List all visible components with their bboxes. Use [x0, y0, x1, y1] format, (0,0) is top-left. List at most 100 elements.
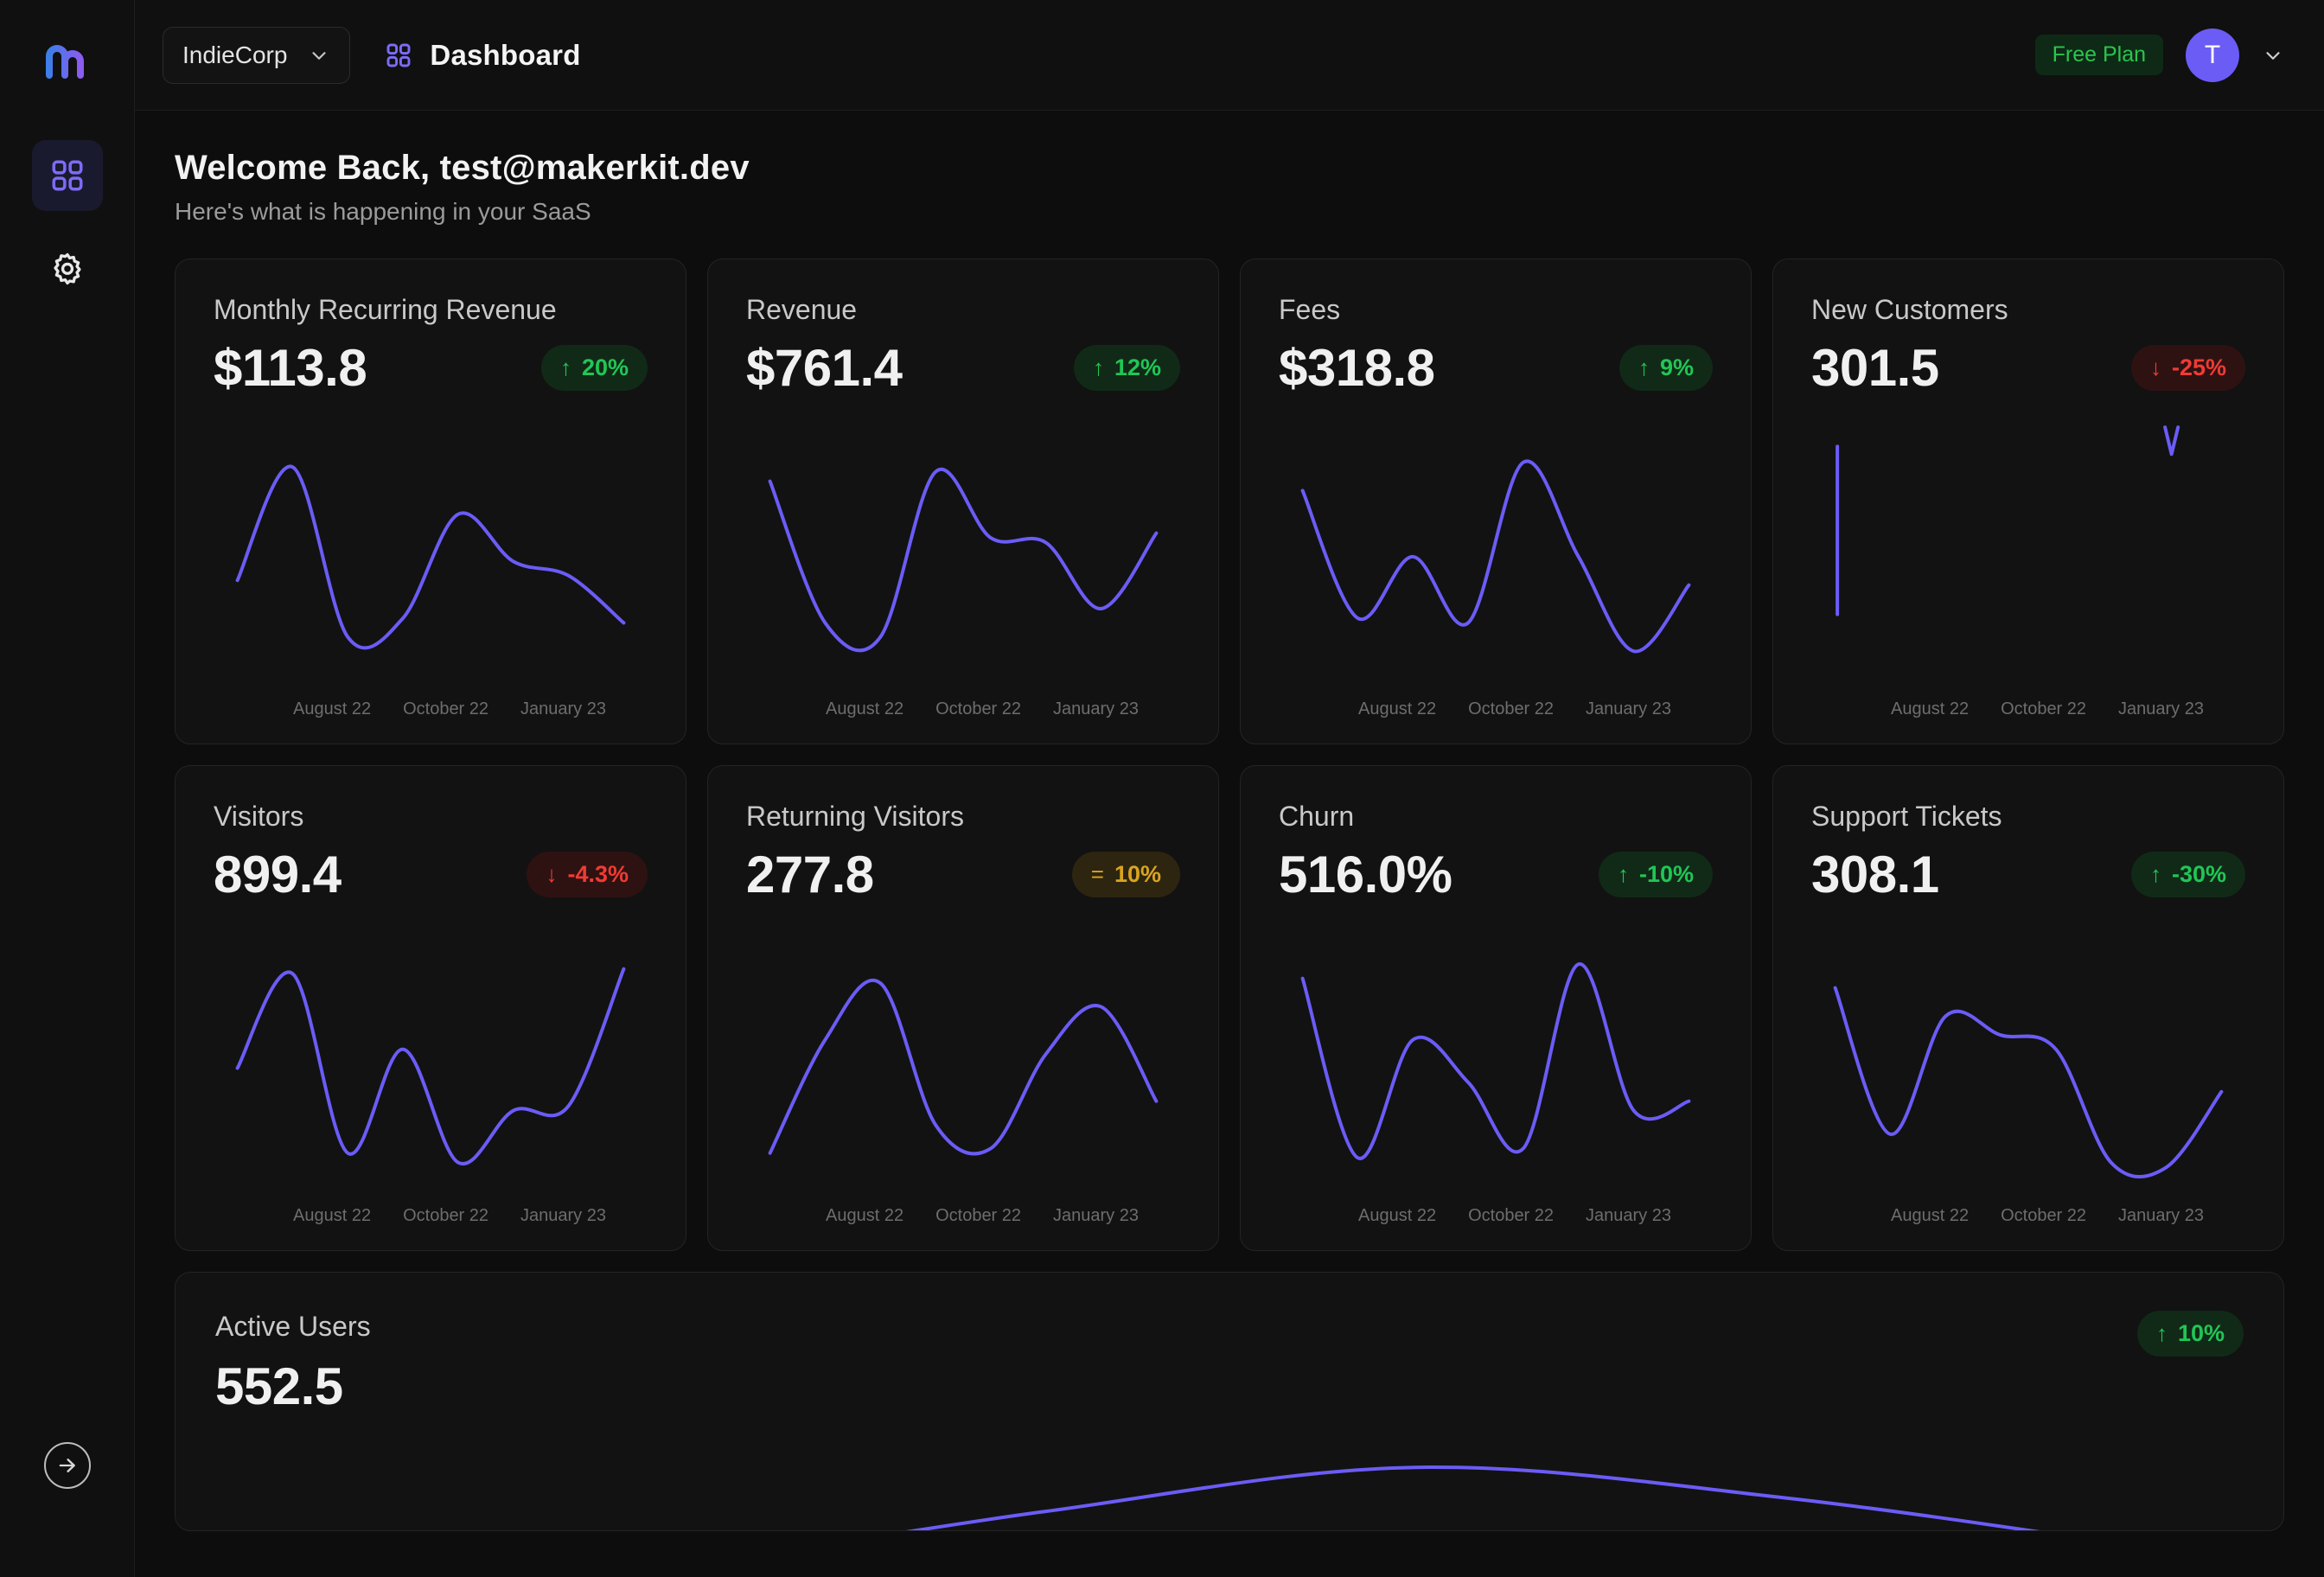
sparkline-chart	[1279, 915, 1713, 1203]
gear-icon	[53, 252, 81, 285]
sparkline-chart	[746, 408, 1180, 696]
organization-name: IndieCorp	[182, 41, 288, 68]
arrow-right-icon	[59, 1459, 75, 1472]
trend-value: -10%	[1638, 861, 1694, 887]
card-title: Monthly Recurring Revenue	[214, 294, 557, 325]
axis-tick: October 22	[2001, 699, 2087, 718]
axis-tick: October 22	[403, 699, 489, 718]
trend-value: 9%	[1659, 354, 1694, 380]
card-title: Revenue	[746, 294, 858, 325]
axis-tick: October 22	[403, 1206, 489, 1225]
axis-tick: August 22	[826, 1206, 904, 1225]
trend-value: 10%	[2177, 1320, 2225, 1346]
stat-card[interactable]: Visitors 899.4 ↓ -4.3% August 22 October …	[175, 765, 686, 1251]
welcome-subtitle: Here's what is happening in your SaaS	[175, 198, 591, 225]
trend-arrow-icon: ↑	[2149, 861, 2161, 887]
trend-badge: ↑ 12%	[1073, 345, 1180, 391]
card-value: 552.5	[215, 1357, 343, 1415]
axis-tick: August 22	[1358, 1206, 1437, 1225]
axis-tick: January 23	[520, 699, 606, 718]
axis-tick: August 22	[293, 699, 372, 718]
card-title: Returning Visitors	[746, 801, 964, 832]
chart-axis: August 22 October 22 January 23	[1811, 1206, 2245, 1226]
card-value-row: 899.4 ↓ -4.3%	[214, 845, 648, 904]
chart-axis: August 22 October 22 January 23	[214, 699, 648, 719]
stat-card[interactable]: Returning Visitors 277.8 = 10% August 22…	[707, 765, 1219, 1251]
card-value-row: 277.8 = 10%	[746, 845, 1180, 904]
stat-card[interactable]: New Customers 301.5 ↓ -25% August 22 Octo…	[1772, 259, 2284, 744]
axis-tick: January 23	[1053, 699, 1139, 718]
trend-badge: ↑ -30%	[2130, 852, 2245, 897]
card-title: New Customers	[1811, 294, 2008, 325]
axis-tick: January 23	[1586, 1206, 1671, 1225]
trend-value: -25%	[2171, 354, 2226, 380]
app-logo[interactable]	[33, 26, 102, 95]
sparkline-chart	[746, 915, 1180, 1203]
breadcrumb: Dashboard	[385, 39, 580, 72]
page-title: Dashboard	[430, 38, 581, 71]
sparkline-chart	[1811, 408, 2245, 696]
sidebar-item-settings[interactable]	[32, 233, 103, 304]
axis-tick: August 22	[293, 1206, 372, 1225]
trend-arrow-icon: ↑	[1638, 354, 1650, 380]
active-users-card[interactable]: Active Users 552.5 ↑ 10%	[175, 1272, 2284, 1531]
trend-value: -30%	[2171, 861, 2226, 887]
trend-badge: ↑ -10%	[1598, 852, 1713, 897]
plan-badge[interactable]: Free Plan	[2034, 35, 2163, 75]
axis-tick: January 23	[2118, 699, 2204, 718]
grid-icon	[52, 160, 82, 191]
avatar[interactable]: T	[2186, 28, 2239, 82]
main-column: IndieCorp Dashboard Free Plan T	[135, 0, 2324, 1577]
card-value: $113.8	[214, 339, 367, 397]
trend-arrow-icon: ↓	[2149, 354, 2161, 380]
axis-tick: January 23	[2118, 1206, 2204, 1225]
trend-badge: ↓ -25%	[2130, 345, 2245, 391]
axis-tick: August 22	[826, 699, 904, 718]
axis-tick: January 23	[1586, 699, 1671, 718]
trend-badge: ↓ -4.3%	[527, 852, 648, 897]
organization-selector[interactable]: IndieCorp	[163, 26, 351, 84]
chart-axis: August 22 October 22 January 23	[746, 699, 1180, 719]
axis-tick: August 22	[1358, 699, 1437, 718]
card-value: 899.4	[214, 846, 342, 903]
chevron-down-icon[interactable]	[2262, 44, 2284, 67]
sidebar-expand-button[interactable]	[43, 1442, 91, 1489]
axis-tick: January 23	[520, 1206, 606, 1225]
trend-badge: ↑ 20%	[540, 345, 648, 391]
axis-tick: August 22	[1891, 1206, 1970, 1225]
card-title: Support Tickets	[1811, 801, 2002, 832]
card-value: 308.1	[1811, 846, 1939, 903]
trend-value: 10%	[1114, 861, 1161, 887]
trend-badge: = 10%	[1071, 852, 1180, 897]
sparkline-chart	[214, 408, 648, 696]
stat-card[interactable]: Monthly Recurring Revenue $113.8 ↑ 20% A…	[175, 259, 686, 744]
header-actions: Free Plan T	[2034, 28, 2284, 82]
grid-icon	[386, 43, 411, 67]
card-value: $761.4	[746, 339, 903, 397]
card-value: $318.8	[1279, 339, 1435, 397]
axis-tick: October 22	[1468, 699, 1555, 718]
top-header: IndieCorp Dashboard Free Plan T	[135, 0, 2324, 111]
sidebar-item-dashboard[interactable]	[31, 140, 103, 211]
stat-card[interactable]: Revenue $761.4 ↑ 12% August 22 October 22…	[707, 259, 1219, 744]
axis-tick: January 23	[1053, 1206, 1139, 1225]
trend-badge: ↑ 10%	[2136, 1311, 2244, 1357]
trend-value: 12%	[1114, 354, 1161, 380]
stat-card[interactable]: Churn 516.0% ↑ -10% August 22 October 22 J…	[1240, 765, 1752, 1251]
trend-badge: ↑ 9%	[1618, 345, 1713, 391]
card-title: Fees	[1279, 294, 1341, 325]
trend-arrow-icon: ↑	[1617, 861, 1629, 887]
axis-tick: August 22	[1891, 699, 1970, 718]
stat-card[interactable]: Fees $318.8 ↑ 9% August 22 October 22 Janu…	[1240, 259, 1752, 744]
card-value-row: 308.1 ↑ -30%	[1811, 845, 2245, 904]
sparkline-chart	[1279, 408, 1713, 696]
card-value-row: $113.8 ↑ 20%	[214, 338, 648, 398]
stat-card[interactable]: Support Tickets 308.1 ↑ -30% August 22 Oc…	[1772, 765, 2284, 1251]
trend-arrow-icon: ↑	[559, 354, 571, 380]
trend-value: 20%	[581, 354, 629, 380]
card-value-row: $318.8 ↑ 9%	[1279, 338, 1713, 398]
axis-tick: October 22	[935, 1206, 1022, 1225]
sidebar-nav	[31, 140, 103, 304]
chart-axis: August 22 October 22 January 23	[1811, 699, 2245, 719]
